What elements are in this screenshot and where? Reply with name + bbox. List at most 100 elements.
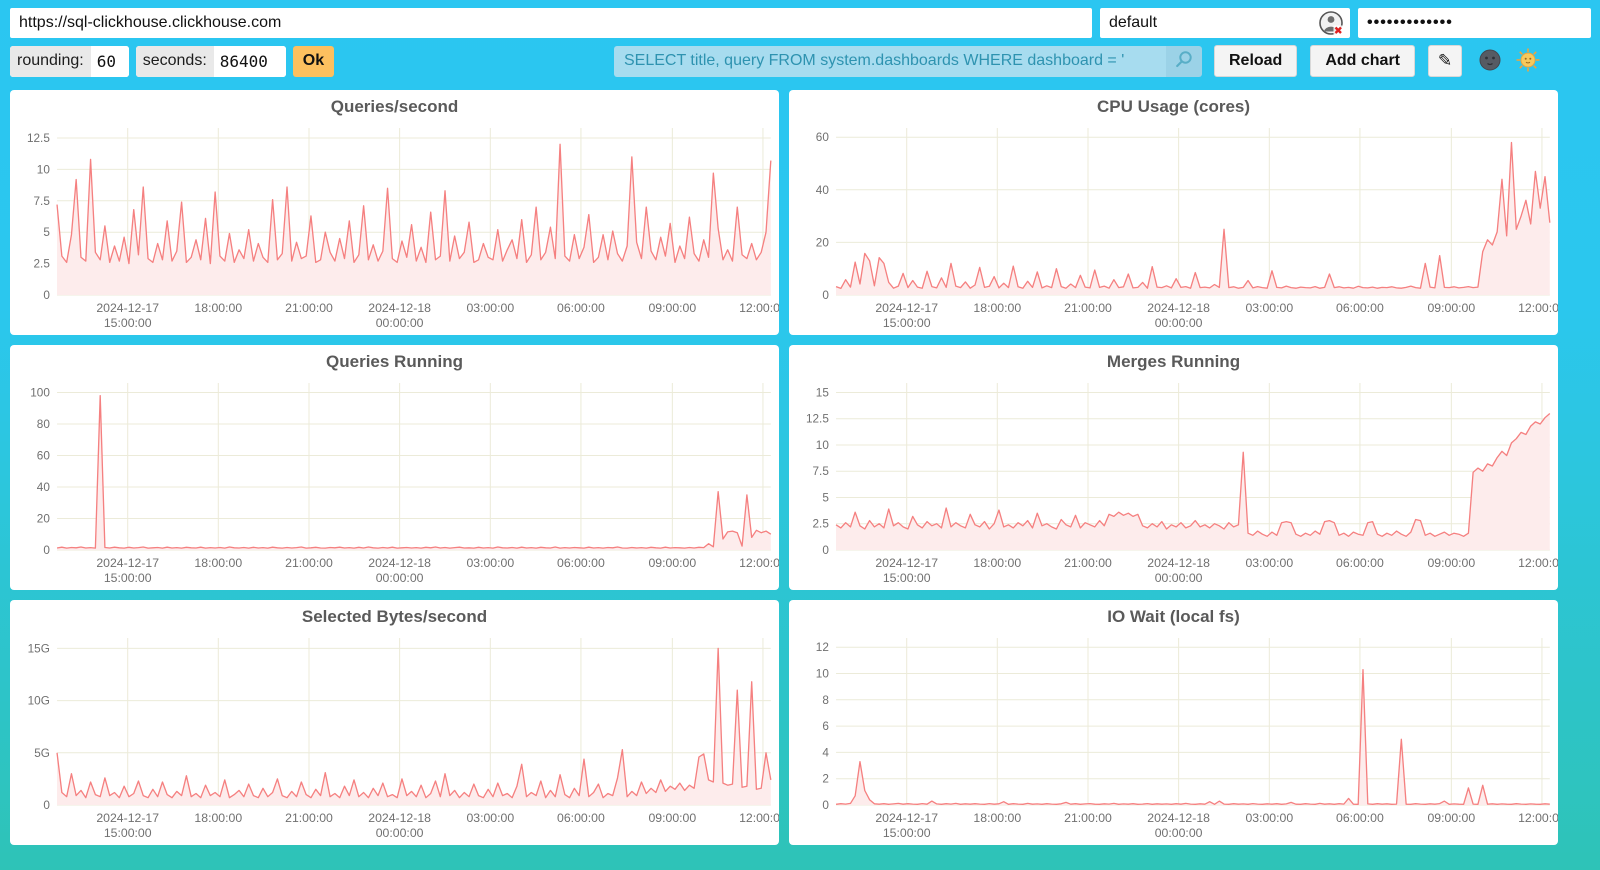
- edit-pencil-button[interactable]: ✎: [1428, 45, 1462, 77]
- svg-text:2024-12-17: 2024-12-17: [96, 301, 159, 315]
- svg-text:15:00:00: 15:00:00: [883, 571, 931, 585]
- username-field-wrap: [1100, 8, 1350, 38]
- svg-text:15:00:00: 15:00:00: [104, 316, 152, 330]
- svg-text:2024-12-17: 2024-12-17: [96, 556, 159, 570]
- chart-panel-merges-running: Merges Running 2024-12-17 15:00:00 18:00:0…: [789, 345, 1558, 590]
- svg-text:06:00:00: 06:00:00: [1336, 811, 1384, 825]
- light-theme-toggle[interactable]: [1514, 47, 1542, 75]
- svg-text:12:00:00: 12:00:00: [739, 301, 779, 315]
- svg-text:09:00:00: 09:00:00: [648, 301, 696, 315]
- chart-title: Queries/second: [330, 97, 459, 116]
- rounding-input[interactable]: [90, 45, 129, 77]
- ok-button[interactable]: Ok: [292, 45, 335, 77]
- svg-text:60: 60: [816, 131, 830, 144]
- run-query-button[interactable]: [1165, 45, 1202, 77]
- svg-text:15:00:00: 15:00:00: [104, 826, 152, 840]
- server-url-input[interactable]: [10, 8, 1092, 38]
- svg-text:2024-12-17: 2024-12-17: [96, 811, 159, 825]
- svg-text:09:00:00: 09:00:00: [648, 556, 696, 570]
- svg-text:0: 0: [822, 799, 829, 812]
- chart-title: Selected Bytes/second: [301, 607, 488, 626]
- svg-text:09:00:00: 09:00:00: [1427, 811, 1475, 825]
- svg-text:03:00:00: 03:00:00: [1245, 811, 1293, 825]
- svg-text:12: 12: [816, 641, 829, 654]
- moon-face-icon: [1478, 48, 1502, 75]
- svg-text:2: 2: [822, 773, 829, 786]
- chart-title: Queries Running: [326, 352, 463, 371]
- chart-panel-selected-bytes: Selected Bytes/second 2024-12-17 15:00:00…: [10, 600, 779, 845]
- svg-text:15:00:00: 15:00:00: [883, 316, 931, 330]
- reload-button[interactable]: Reload: [1213, 45, 1298, 77]
- svg-text:2024-12-18: 2024-12-18: [1147, 811, 1210, 825]
- add-chart-button[interactable]: Add chart: [1310, 45, 1415, 77]
- svg-text:03:00:00: 03:00:00: [466, 811, 514, 825]
- seconds-label: seconds:: [135, 45, 214, 77]
- svg-text:06:00:00: 06:00:00: [557, 556, 605, 570]
- svg-text:15:00:00: 15:00:00: [883, 826, 931, 840]
- svg-text:2024-12-18: 2024-12-18: [368, 811, 431, 825]
- controls-bar: rounding: seconds: Ok Reload Add chart ✎: [0, 41, 1600, 86]
- rounding-label: rounding:: [10, 45, 91, 77]
- svg-text:80: 80: [37, 418, 51, 431]
- chart-panel-queries-running: Queries Running 2024-12-17 15:00:00 18:00:…: [10, 345, 779, 590]
- svg-text:18:00:00: 18:00:00: [194, 811, 242, 825]
- svg-text:00:00:00: 00:00:00: [376, 571, 424, 585]
- svg-text:18:00:00: 18:00:00: [194, 556, 242, 570]
- svg-text:20: 20: [37, 513, 51, 526]
- svg-text:7.5: 7.5: [813, 465, 829, 478]
- svg-text:21:00:00: 21:00:00: [1064, 811, 1112, 825]
- svg-text:0: 0: [43, 289, 50, 302]
- svg-text:10: 10: [37, 164, 51, 177]
- svg-text:09:00:00: 09:00:00: [648, 811, 696, 825]
- svg-text:12:00:00: 12:00:00: [1518, 301, 1558, 315]
- svg-text:40: 40: [816, 184, 830, 197]
- svg-text:2.5: 2.5: [813, 518, 829, 531]
- svg-text:12.5: 12.5: [27, 132, 50, 145]
- svg-text:21:00:00: 21:00:00: [285, 811, 333, 825]
- chart-title: CPU Usage (cores): [1096, 97, 1251, 116]
- svg-text:2024-12-18: 2024-12-18: [1147, 556, 1210, 570]
- username-input[interactable]: [1100, 8, 1350, 38]
- svg-text:6: 6: [822, 720, 829, 733]
- dark-theme-toggle[interactable]: [1476, 47, 1504, 75]
- svg-text:12:00:00: 12:00:00: [1518, 811, 1558, 825]
- sun-face-icon: [1516, 48, 1540, 75]
- svg-text:03:00:00: 03:00:00: [1245, 556, 1293, 570]
- svg-text:60: 60: [37, 450, 51, 463]
- dashboard-grid: Queries/second 2024-12-17 15:00:00 18:00:0…: [10, 90, 1558, 845]
- svg-text:21:00:00: 21:00:00: [285, 301, 333, 315]
- svg-text:2024-12-18: 2024-12-18: [368, 301, 431, 315]
- seconds-input[interactable]: [213, 45, 286, 77]
- svg-text:06:00:00: 06:00:00: [1336, 301, 1384, 315]
- sql-query-input[interactable]: [613, 45, 1166, 77]
- svg-text:2.5: 2.5: [34, 258, 50, 271]
- svg-text:00:00:00: 00:00:00: [1155, 316, 1203, 330]
- svg-text:2024-12-18: 2024-12-18: [1147, 301, 1210, 315]
- svg-text:15: 15: [816, 387, 829, 400]
- chart-title: IO Wait (local fs): [1107, 607, 1240, 626]
- chart-panel-cpu-usage: CPU Usage (cores) 2024-12-17 15:00:00 18:0…: [789, 90, 1558, 335]
- svg-text:40: 40: [37, 481, 51, 494]
- seconds-field: seconds:: [135, 45, 286, 77]
- svg-text:06:00:00: 06:00:00: [557, 301, 605, 315]
- password-input[interactable]: [1358, 8, 1591, 38]
- chart-panel-io-wait: IO Wait (local fs) 2024-12-17 15:00:00 18:…: [789, 600, 1558, 845]
- svg-text:09:00:00: 09:00:00: [1427, 556, 1475, 570]
- svg-text:100: 100: [30, 387, 50, 400]
- svg-text:8: 8: [822, 694, 829, 707]
- chart-title: Merges Running: [1106, 352, 1241, 371]
- svg-text:18:00:00: 18:00:00: [973, 556, 1021, 570]
- svg-text:2024-12-17: 2024-12-17: [875, 301, 938, 315]
- svg-text:0: 0: [43, 799, 50, 812]
- svg-text:0: 0: [822, 544, 829, 557]
- svg-text:15G: 15G: [28, 643, 50, 656]
- svg-text:4: 4: [822, 747, 829, 760]
- svg-text:03:00:00: 03:00:00: [466, 301, 514, 315]
- svg-text:18:00:00: 18:00:00: [194, 301, 242, 315]
